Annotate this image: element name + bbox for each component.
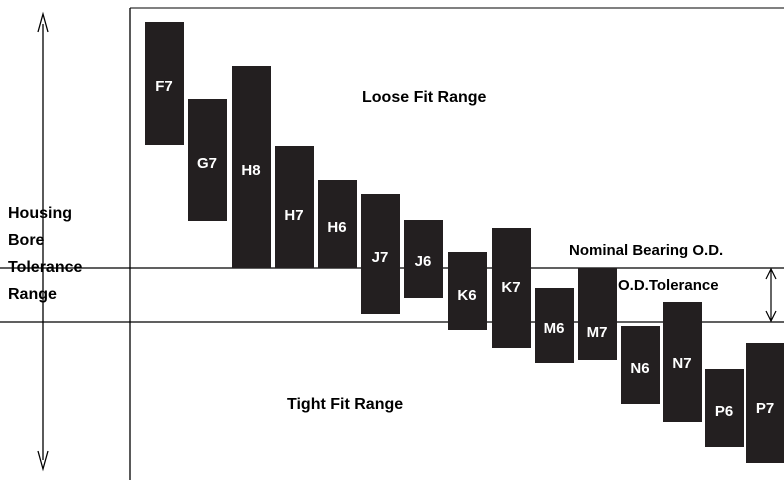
tolerance-zone-m7: M7	[578, 268, 617, 360]
tolerance-zone-k6: K6	[448, 252, 487, 330]
tolerance-zone-h7: H7	[275, 146, 314, 268]
tight-fit-label: Tight Fit Range	[287, 396, 403, 413]
tolerance-zone-f7: F7	[145, 22, 184, 145]
tolerance-zone-label: M6	[544, 320, 565, 337]
left-label-line: Range	[8, 286, 57, 303]
tolerance-zone-j6: J6	[404, 220, 443, 298]
tolerance-zone-bar	[621, 326, 660, 404]
tolerance-zone-label: P6	[715, 403, 733, 420]
tolerance-zone-m6: M6	[535, 288, 574, 363]
housing-range-arrow-icon	[37, 11, 49, 472]
tolerance-zone-bar	[578, 268, 617, 360]
tolerance-zone-p6: P6	[705, 369, 744, 447]
tolerance-zone-k7: K7	[492, 228, 531, 348]
tolerance-zone-label: N6	[630, 360, 649, 377]
tolerance-zone-bar	[275, 146, 314, 268]
tolerance-zone-label: F7	[155, 78, 173, 95]
tolerance-zone-label: K6	[457, 287, 476, 304]
tolerance-zone-bar	[705, 369, 744, 447]
tolerance-zone-label: M7	[587, 324, 608, 341]
left-label-line: Bore	[8, 232, 45, 249]
tolerance-zone-bar	[232, 66, 271, 268]
tolerance-zone-bar	[746, 343, 784, 463]
tolerance-zone-bars: F7 G7 H8 H7 H6 J7 J6 K6 K7 M6 M7 N6 N7 P6 P7	[145, 22, 784, 463]
tolerance-zone-bar	[448, 252, 487, 330]
tolerance-zone-label: J6	[415, 253, 432, 270]
tolerance-zone-bar	[361, 194, 400, 314]
tolerance-zone-bar	[188, 99, 227, 221]
tolerance-zone-bar	[492, 228, 531, 348]
tolerance-zone-g7: G7	[188, 99, 227, 221]
tolerance-zone-bar	[145, 22, 184, 145]
housing-bore-tolerance-label: Housing Bore Tolerance Range	[8, 205, 87, 303]
od-tolerance-arrow-icon	[765, 267, 777, 323]
tolerance-zone-p7: P7	[746, 343, 784, 463]
tolerance-zone-n7: N7	[663, 302, 702, 422]
tolerance-zone-label: H8	[241, 162, 260, 179]
nominal-od-label: Nominal Bearing O.D.	[569, 242, 723, 259]
tolerance-zone-label: P7	[756, 400, 774, 417]
tolerance-zone-label: G7	[197, 155, 217, 172]
left-label-line: Housing	[8, 205, 72, 222]
od-tolerance-label: O.D.Tolerance	[618, 277, 719, 294]
tolerance-zone-h6: H6	[318, 180, 357, 268]
tolerance-zone-label: J7	[372, 249, 389, 266]
tolerance-zone-label: H7	[284, 207, 303, 224]
tolerance-zone-n6: N6	[621, 326, 660, 404]
tolerance-zone-h8: H8	[232, 66, 271, 268]
left-label-line: Tolerance	[8, 259, 83, 276]
tolerance-zone-bar	[535, 288, 574, 363]
tolerance-zone-bar	[318, 180, 357, 268]
loose-fit-label: Loose Fit Range	[362, 89, 487, 106]
tolerance-zone-bar	[404, 220, 443, 298]
tolerance-zone-bar	[663, 302, 702, 422]
tolerance-zone-j7: J7	[361, 194, 400, 314]
tolerance-zone-label: H6	[327, 219, 346, 236]
tolerance-zone-label: K7	[501, 279, 520, 296]
tolerance-zone-label: N7	[672, 355, 691, 372]
